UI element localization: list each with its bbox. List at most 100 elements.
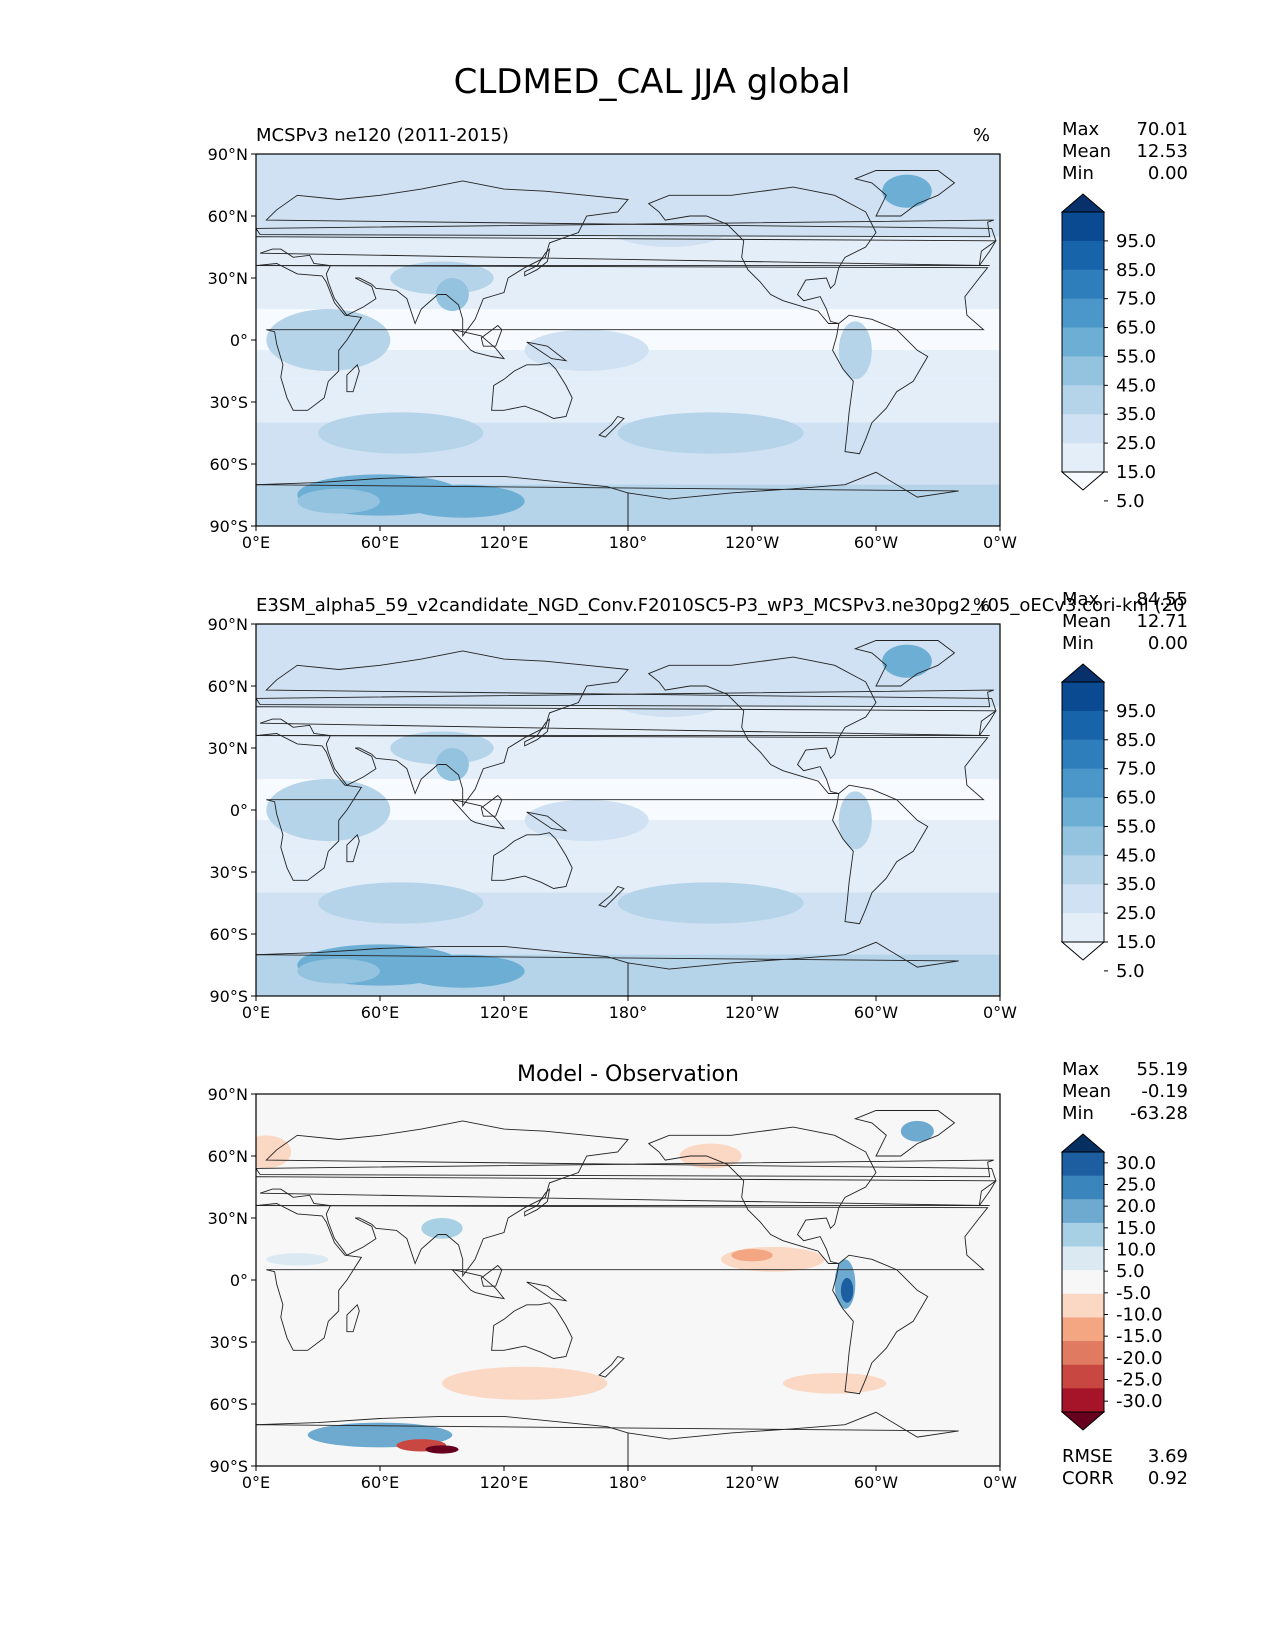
colorbar-segment — [1062, 1293, 1104, 1318]
y-tick-label: 60°N — [208, 1147, 248, 1166]
difference-feature — [900, 1120, 934, 1142]
y-tick-label: 60°N — [208, 677, 248, 696]
colorbar-tick-label: 85.0 — [1116, 730, 1156, 751]
difference-feature — [266, 1253, 329, 1266]
coastline-japan — [524, 717, 551, 747]
map-area — [255, 1093, 1001, 1467]
y-axis: 90°N 60°N 30°N 0° 30°S 60°S 90°S — [208, 615, 256, 1006]
rmse-label: RMSE — [1062, 1446, 1113, 1467]
difference-feature — [421, 1218, 463, 1239]
y-tick-label: 90°N — [208, 145, 248, 164]
colorbar-segment — [1062, 1341, 1104, 1366]
coastline-africa — [256, 1203, 989, 1351]
coastline-greenland — [853, 640, 956, 687]
coastline-indonesia — [451, 799, 506, 830]
x-tick-label: 0°E — [242, 1473, 270, 1492]
stat-mean-value: -0.19 — [1141, 1081, 1188, 1102]
x-tick-label: 120°E — [480, 1003, 529, 1022]
colorbar-extend-min — [1060, 941, 1106, 961]
colorbar-tick-label: -10.0 — [1116, 1305, 1163, 1326]
cloud-feature — [435, 278, 469, 312]
x-tick-label: 0°W — [983, 533, 1017, 552]
coastline-australia — [491, 362, 573, 419]
panel-title: Model - Observation — [517, 1062, 739, 1087]
y-tick-label: 90°S — [209, 987, 248, 1006]
coastline-south-america — [832, 1254, 929, 1395]
cloud-feature — [607, 675, 732, 717]
colorbar-segment — [1062, 739, 1104, 770]
cloud-band — [256, 624, 1000, 655]
coastline-africa — [256, 263, 989, 411]
colorbar-frame — [1061, 1151, 1105, 1413]
colorbar-segment — [1062, 884, 1104, 914]
coastline-antarctica-a — [256, 1415, 629, 1466]
y-tick-label: 90°N — [208, 615, 248, 634]
stat-max-label: Max — [1062, 1059, 1100, 1080]
difference-feature — [442, 1366, 608, 1400]
colorbar-segment — [1062, 1364, 1104, 1389]
colorbar-tick-label: -25.0 — [1116, 1370, 1163, 1391]
y-tick-label: 30°N — [208, 269, 248, 288]
coastline-north-america — [647, 186, 877, 324]
stat-min-label: Min — [1062, 1103, 1094, 1124]
cloud-feature — [266, 309, 391, 371]
colorbar-segment — [1062, 1199, 1104, 1224]
colorbar-tick-label: -15.0 — [1116, 1326, 1163, 1347]
colorbar-tick-label: 5.0 — [1116, 491, 1145, 512]
coastline-new-guinea — [526, 1281, 568, 1302]
x-tick-label: 0°E — [242, 1003, 270, 1022]
cloud-feature — [838, 791, 872, 850]
panel-title: E3SM_alpha5_59_v2candidate_NGD_Conv.F201… — [256, 595, 1184, 616]
cloud-band — [256, 154, 1000, 185]
colorbar-tick-label: 95.0 — [1116, 701, 1156, 722]
coastline-britain — [256, 1159, 994, 1178]
colorbar-tick-label: 20.0 — [1116, 1196, 1156, 1217]
coastline-borneo — [480, 794, 503, 817]
coastline-antarctica-b — [256, 941, 959, 996]
coastline-britain — [256, 219, 994, 238]
colorbar-segment — [1062, 855, 1104, 885]
coastline-europe-wrap — [256, 236, 997, 267]
colorbar-tick-label: 95.0 — [1116, 231, 1156, 252]
x-axis: 0°E 60°E 120°E 180° 120°W 60°W 0°W — [242, 996, 1017, 1022]
cloud-feature — [297, 488, 380, 514]
colorbar-tick-label: 45.0 — [1116, 845, 1156, 866]
x-tick-label: 0°W — [983, 1473, 1017, 1492]
colorbar-extend-min — [1060, 471, 1106, 491]
x-tick-label: 120°W — [725, 1003, 780, 1022]
coastline-antarctica-a — [256, 945, 629, 996]
colorbar-extend-max — [1060, 663, 1106, 683]
stat-max-label: Max — [1062, 119, 1100, 140]
coastline-japan — [524, 1187, 551, 1217]
y-tick-label: 30°S — [209, 863, 248, 882]
colorbar-segment — [1062, 298, 1104, 329]
colorbar-segment — [1062, 1388, 1104, 1413]
colorbar-frame — [1061, 681, 1105, 943]
x-tick-label: 120°E — [480, 1473, 529, 1492]
stat-mean-value: 12.71 — [1136, 611, 1188, 632]
x-tick-label: 60°W — [854, 533, 898, 552]
y-tick-label: 30°S — [209, 393, 248, 412]
y-tick-label: 0° — [230, 331, 248, 350]
coastline-madagascar — [346, 833, 360, 863]
colorbar-frame — [1061, 211, 1105, 473]
coastline-europe-asia — [259, 180, 997, 338]
colorbar-extend-max — [1060, 193, 1106, 213]
panel-reference: E3SM_alpha5_59_v2candidate_NGD_Conv.F201… — [208, 589, 1188, 1022]
stats-block: Max 84.55 Mean 12.71 Min 0.00 — [1062, 589, 1188, 654]
stat-mean-label: Mean — [1062, 1081, 1111, 1102]
stat-max-value: 55.19 — [1136, 1059, 1188, 1080]
coastline-australia — [491, 1302, 573, 1359]
cloud-feature — [266, 779, 391, 841]
coastline-new-guinea — [526, 811, 568, 832]
stats-block: Max 70.01 Mean 12.53 Min 0.00 — [1062, 119, 1188, 184]
colorbar-segment — [1062, 356, 1104, 386]
difference-feature — [256, 1135, 292, 1169]
cloud-feature — [400, 484, 525, 518]
y-tick-label: 60°S — [209, 1395, 248, 1414]
difference-feature — [783, 1373, 887, 1394]
coastline-greenland — [853, 170, 956, 217]
colorbar-tick-label: 25.0 — [1116, 1175, 1156, 1196]
cloud-band — [256, 267, 1000, 309]
